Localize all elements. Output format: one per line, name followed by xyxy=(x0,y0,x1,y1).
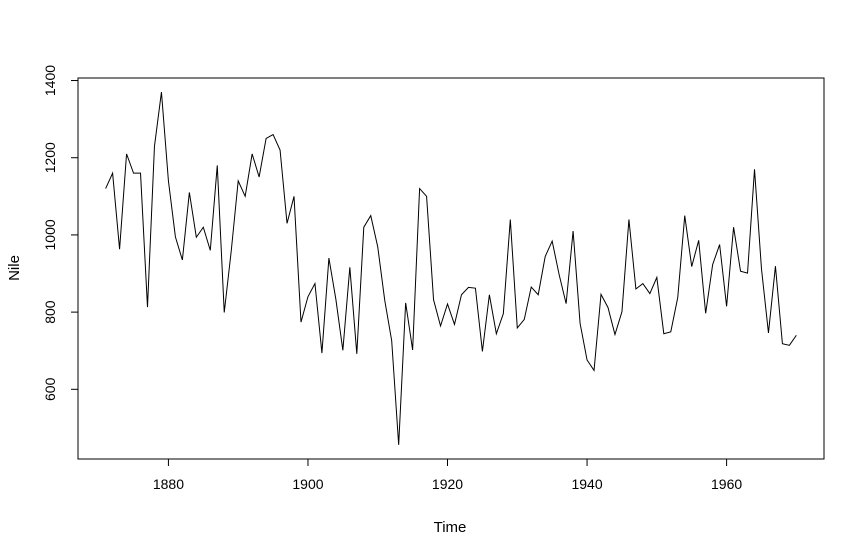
x-axis: 1880 1900 1920 1940 1960 xyxy=(153,458,742,492)
x-axis-label: Time xyxy=(434,519,467,536)
y-tick-label: 600 xyxy=(42,377,58,401)
x-tick-label: 1940 xyxy=(571,476,602,492)
x-tick-label: 1880 xyxy=(153,476,184,492)
y-tick-label: 1200 xyxy=(42,142,58,173)
x-tick-label: 1920 xyxy=(432,476,463,492)
y-axis: 600 800 1000 1200 1400 xyxy=(42,65,79,401)
x-tick-label: 1960 xyxy=(711,476,742,492)
y-tick-label: 1400 xyxy=(42,65,58,96)
y-tick-label: 1000 xyxy=(42,219,58,250)
nile-series-line xyxy=(105,92,797,445)
y-tick-label: 800 xyxy=(42,300,58,324)
x-tick-label: 1900 xyxy=(292,476,323,492)
y-axis-label: Nile xyxy=(6,255,23,281)
